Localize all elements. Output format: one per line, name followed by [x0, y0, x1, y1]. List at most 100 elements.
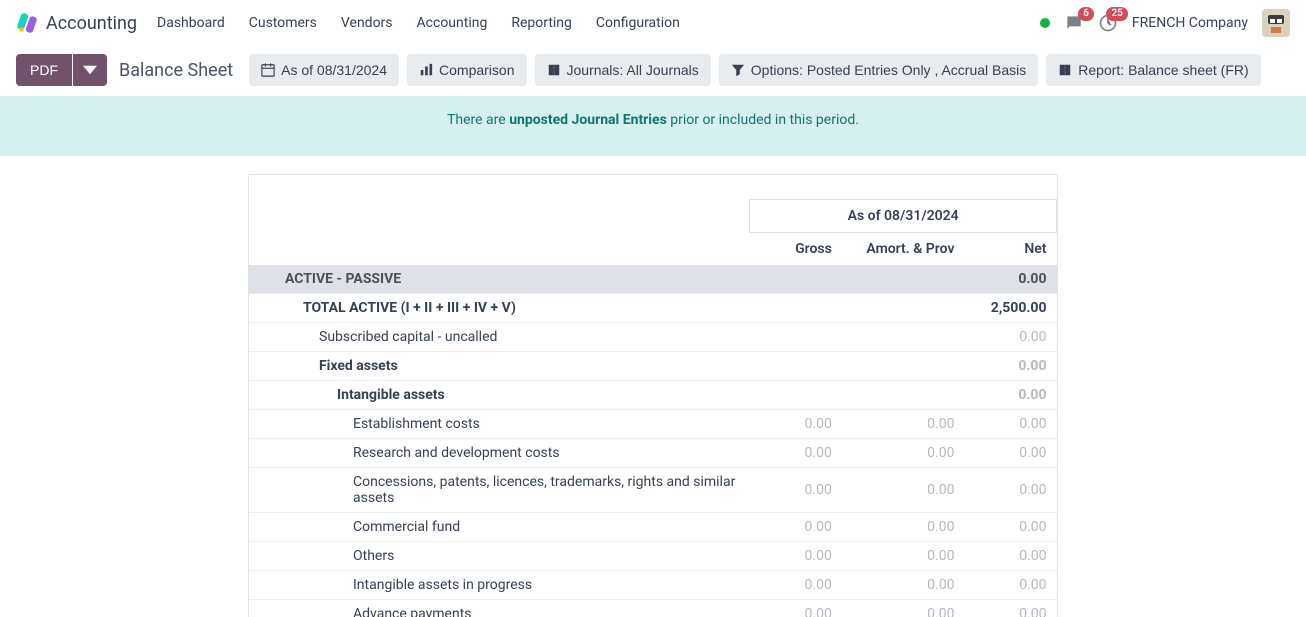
row-amort	[842, 323, 965, 352]
page-title: Balance Sheet	[119, 60, 233, 81]
row-gross: 0.00	[750, 542, 842, 571]
row-label: ACTIVE - PASSIVE	[285, 271, 401, 287]
row-net: 0.00	[964, 410, 1056, 439]
row-amort	[842, 294, 965, 323]
date-column-header: As of 08/31/2024	[750, 200, 1057, 233]
row-gross: 0.00	[750, 513, 842, 542]
app-title: Accounting	[46, 13, 137, 34]
col-net-header: Net	[964, 233, 1056, 266]
filter-journals-label: Journals: All Journals	[567, 62, 699, 78]
row-net: 0.00	[964, 600, 1056, 617]
export-pdf-button[interactable]: PDF	[16, 54, 72, 86]
row-gross: 0.00	[750, 468, 842, 513]
filter-options-button[interactable]: Options: Posted Entries Only , Accrual B…	[719, 54, 1038, 86]
filter-date-label: As of 08/31/2024	[281, 62, 387, 78]
row-net: 0.00	[964, 265, 1056, 294]
report-row[interactable]: Subscribed capital - uncalled 0.00	[249, 323, 1057, 352]
report-row[interactable]: Intangible assets in progress0.000.000.0…	[249, 571, 1057, 600]
calendar-icon	[261, 63, 275, 77]
filter-journals-button[interactable]: Journals: All Journals	[535, 54, 711, 86]
row-net: 0.00	[964, 571, 1056, 600]
filter-report-button[interactable]: Report: Balance sheet (FR)	[1046, 54, 1260, 86]
messages-button[interactable]: 6	[1064, 13, 1084, 33]
banner-suffix: prior or included in this period.	[667, 112, 859, 128]
row-label: Fixed assets	[319, 358, 398, 374]
bar-chart-icon	[419, 63, 433, 77]
report-row[interactable]: Establishment costs0.000.000.00	[249, 410, 1057, 439]
col-amort-header: Amort. & Prov	[842, 233, 965, 266]
row-gross: 0.00	[750, 410, 842, 439]
row-gross	[750, 352, 842, 381]
row-gross	[750, 265, 842, 294]
row-label: Research and development costs	[353, 445, 560, 461]
menu-customers[interactable]: Customers	[249, 15, 317, 31]
row-net: 0.00	[964, 513, 1056, 542]
report-row[interactable]: Others0.000.000.00	[249, 542, 1057, 571]
report-row[interactable]: Concessions, patents, licences, trademar…	[249, 468, 1057, 513]
book-icon	[1058, 63, 1072, 77]
row-net: 0.00	[964, 542, 1056, 571]
row-label: Intangible assets	[337, 387, 445, 403]
row-net: 0.00	[964, 323, 1056, 352]
row-gross: 0.00	[750, 600, 842, 617]
report-sheet: As of 08/31/2024 Gross Amort. & Prov Net…	[248, 174, 1058, 617]
row-label: Establishment costs	[353, 416, 480, 432]
col-gross-header: Gross	[750, 233, 842, 266]
report-row[interactable]: Research and development costs0.000.000.…	[249, 439, 1057, 468]
row-gross: 0.00	[750, 571, 842, 600]
row-label: TOTAL ACTIVE (I + II + III + IV + V)	[303, 300, 516, 316]
main-menu: Dashboard Customers Vendors Accounting R…	[157, 15, 1040, 31]
row-amort	[842, 352, 965, 381]
row-amort: 0.00	[842, 410, 965, 439]
filter-comparison-button[interactable]: Comparison	[407, 54, 526, 86]
company-switcher[interactable]: FRENCH Company	[1132, 15, 1248, 31]
user-avatar[interactable]	[1262, 9, 1290, 37]
row-amort: 0.00	[842, 571, 965, 600]
row-net: 2,500.00	[964, 294, 1056, 323]
row-label: Advance payments	[353, 606, 472, 617]
warning-banner[interactable]: There are unposted Journal Entries prior…	[0, 96, 1306, 156]
export-button-group: PDF	[16, 54, 107, 86]
filter-date-button[interactable]: As of 08/31/2024	[249, 54, 399, 86]
report-row[interactable]: Commercial fund0.000.000.00	[249, 513, 1057, 542]
menu-dashboard[interactable]: Dashboard	[157, 15, 225, 31]
row-net: 0.00	[964, 439, 1056, 468]
report-row[interactable]: ACTIVE - PASSIVE 0.00	[249, 265, 1057, 294]
nav-right: 6 25 FRENCH Company	[1040, 9, 1290, 37]
row-amort: 0.00	[842, 600, 965, 617]
brand[interactable]: Accounting	[16, 12, 137, 34]
report-row[interactable]: Fixed assets 0.00	[249, 352, 1057, 381]
funnel-icon	[731, 63, 745, 77]
filter-comparison-label: Comparison	[439, 62, 514, 78]
book-icon	[547, 63, 561, 77]
app-logo-icon	[16, 12, 38, 34]
content-area[interactable]: There are unposted Journal Entries prior…	[0, 96, 1306, 617]
banner-strong: unposted Journal Entries	[509, 112, 667, 128]
report-row[interactable]: TOTAL ACTIVE (I + II + III + IV + V) 2,50…	[249, 294, 1057, 323]
activities-button[interactable]: 25	[1098, 13, 1118, 33]
menu-reporting[interactable]: Reporting	[511, 15, 572, 31]
row-net: 0.00	[964, 352, 1056, 381]
row-gross	[750, 323, 842, 352]
row-label: Others	[353, 548, 394, 564]
report-toolbar: PDF Balance Sheet As of 08/31/2024 Compa…	[0, 46, 1306, 100]
report-row[interactable]: Advance payments0.000.000.00	[249, 600, 1057, 617]
avatar-icon	[1262, 9, 1290, 37]
messages-badge: 6	[1078, 7, 1094, 21]
filter-report-label: Report: Balance sheet (FR)	[1078, 62, 1248, 78]
filter-options-label: Options: Posted Entries Only , Accrual B…	[751, 62, 1026, 78]
row-label: Subscribed capital - uncalled	[319, 329, 497, 345]
menu-vendors[interactable]: Vendors	[341, 15, 393, 31]
top-nav: Accounting Dashboard Customers Vendors A…	[0, 0, 1306, 46]
banner-prefix: There are	[447, 112, 509, 128]
activities-badge: 25	[1106, 7, 1127, 21]
menu-accounting[interactable]: Accounting	[417, 15, 488, 31]
caret-down-icon	[83, 63, 97, 77]
row-gross: 0.00	[750, 439, 842, 468]
row-amort	[842, 265, 965, 294]
report-row[interactable]: Intangible assets0.00	[249, 381, 1057, 410]
menu-configuration[interactable]: Configuration	[596, 15, 680, 31]
row-net: 0.00	[964, 468, 1056, 513]
row-gross	[750, 294, 842, 323]
export-dropdown-button[interactable]	[73, 54, 107, 86]
